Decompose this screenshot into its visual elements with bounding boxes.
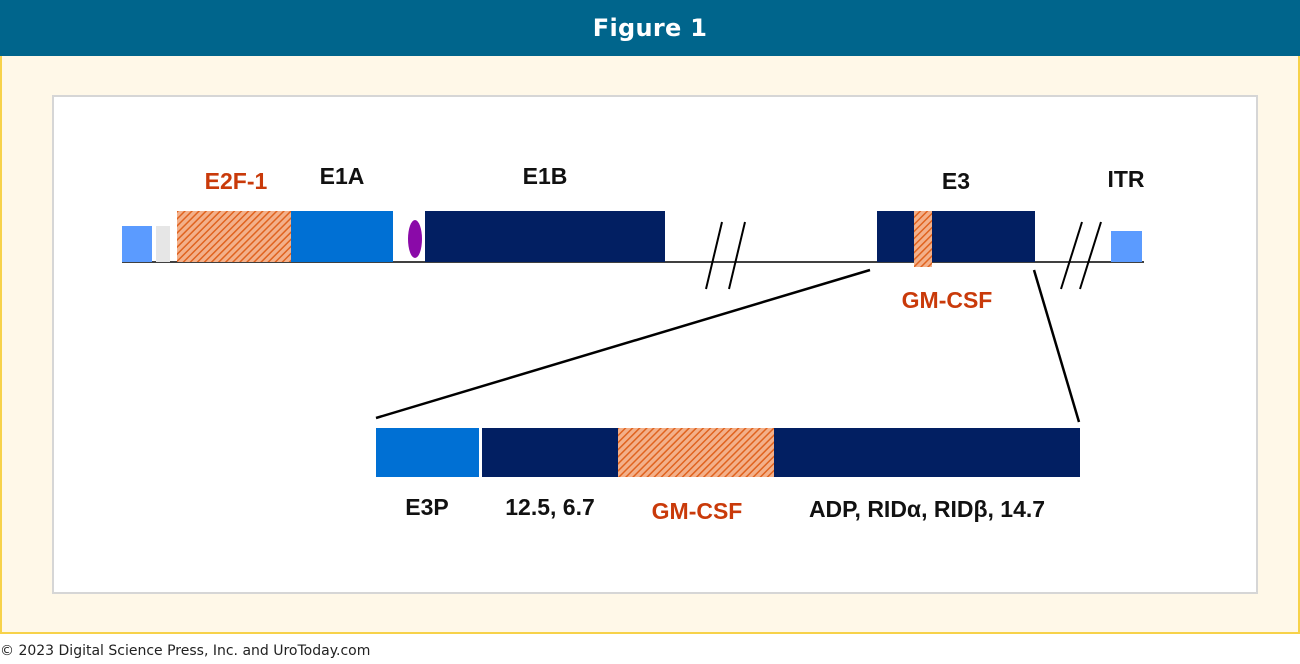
itr-label: ITR [1107,166,1144,192]
e2f1-promoter-block [177,211,291,262]
break-mark [1079,221,1102,290]
genes-12-6-block [482,428,618,477]
adp-rid-label: ADP, RIDα, RIDβ, 14.7 [809,496,1045,522]
figure-title: Figure 1 [592,14,708,42]
break-mark [728,221,746,290]
e3-block [877,211,1035,262]
e3p-label: E3P [405,494,448,520]
break-mark [705,221,723,290]
gmcsf-bottom-label: GM-CSF [652,498,743,524]
e3p-block [376,428,479,477]
zoom-line-left [375,268,871,420]
ires-oval [408,220,422,258]
e1b-block [425,211,665,262]
left-itr-block [122,226,152,262]
e1a-block [291,211,393,262]
e1b-label: E1B [523,163,568,189]
break-mark [1060,221,1083,290]
gmcsf-expanded-block [618,428,774,477]
e2f1-label: E2F-1 [205,168,268,194]
e3-gmcsf-insert [914,211,932,267]
e1a-label: E1A [320,163,365,189]
copyright-footer: © 2023 Digital Science Press, Inc. and U… [0,643,371,659]
right-itr-block [1111,231,1142,262]
adenovirus-construct-diagram: E2F-1 E1A E1B E3 ITR GM-CSF E3P 12.5, 6.… [122,163,1145,524]
zoom-line-right [1032,269,1081,423]
gmcsf-top-label: GM-CSF [902,287,993,313]
figure-frame: E2F-1 E1A E1B E3 ITR GM-CSF E3P 12.5, 6.… [0,56,1300,634]
gray-spacer-block [156,226,170,262]
adp-rid-block [774,428,1080,477]
diagram-panel: E2F-1 E1A E1B E3 ITR GM-CSF E3P 12.5, 6.… [52,95,1258,594]
figure-header: Figure 1 [0,0,1300,56]
genes-12-6-label: 12.5, 6.7 [505,494,595,520]
e3-label: E3 [942,168,970,194]
